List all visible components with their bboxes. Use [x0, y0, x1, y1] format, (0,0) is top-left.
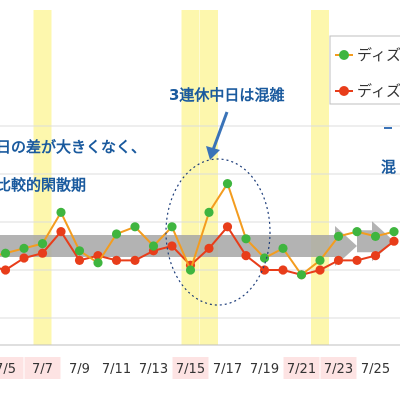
tick-bg-7/23	[320, 357, 357, 379]
highlight-band-7/7	[33, 10, 52, 345]
point-s1-7/17	[222, 179, 233, 189]
point-s2-7/25	[370, 251, 381, 261]
annotation-text-1: 3連休中日は混雑	[169, 86, 284, 104]
point-s1-7/18	[241, 234, 251, 244]
point-s1-7/9	[74, 246, 85, 256]
legend-label-2: ディズ	[357, 82, 400, 100]
tick-label-7/23: 7/23	[324, 362, 353, 377]
point-s2-7/14	[167, 241, 177, 251]
highlight-band-7/15	[181, 10, 200, 345]
point-s2-7/8	[56, 227, 66, 237]
point-s2-7/6	[19, 253, 29, 263]
point-s1-7/14	[167, 222, 177, 232]
point-s2-7/17	[222, 222, 233, 232]
point-s1-7/8	[56, 207, 66, 217]
annotation-pointer-arrow	[206, 111, 229, 160]
point-s1-7/20	[278, 243, 288, 253]
highlight-band-7/22	[311, 10, 329, 345]
trend-arrow-shape-2	[357, 221, 394, 262]
point-s2-7/20	[278, 265, 288, 275]
point-s1-7/15	[185, 265, 196, 275]
point-s1-7/11	[111, 229, 122, 239]
x-tick-labels: 7/5 7/7 7/9 7/11 7/13 7/15 7/17 7/19 7/21 7/23 7/2…	[0, 357, 390, 379]
point-s1-7/16	[204, 207, 214, 217]
legend-marker-1	[339, 50, 349, 60]
point-s2-7/24	[352, 255, 362, 265]
tick-label-7/17: 7/17	[213, 362, 242, 377]
point-s2-7/23	[333, 255, 344, 265]
annotation-text-2: 日の差が大きくなく、	[0, 138, 146, 156]
point-s2-7/26	[389, 236, 399, 246]
point-s2-7/7	[37, 248, 48, 258]
tick-label-7/15: 7/15	[176, 362, 205, 377]
point-s1-7/5	[0, 248, 11, 258]
annotation-text-3: 比較的閑散期	[0, 176, 86, 194]
tick-bg-7/15	[172, 357, 209, 379]
point-s2-7/18	[241, 251, 251, 261]
point-s1-7/7	[37, 239, 48, 249]
point-s1-7/21	[296, 270, 307, 280]
tick-label-7/25: 7/25	[361, 362, 390, 377]
legend-item-2: ディズ	[335, 82, 400, 100]
highlight-band-7/16	[200, 10, 218, 345]
point-s2-7/11	[111, 255, 122, 265]
point-s2-7/12	[130, 255, 140, 265]
legend-item-1: ディズ	[335, 46, 400, 64]
annotation-dotted-ellipse	[165, 158, 271, 306]
annotation-text-4: 混	[381, 158, 396, 176]
tick-label-7/13: 7/13	[139, 362, 168, 377]
trend-arrow-shape	[0, 226, 357, 266]
point-s2-7/5	[0, 265, 11, 275]
point-s1-7/19	[259, 253, 270, 263]
tick-label-7/11: 7/11	[102, 362, 131, 377]
point-s2-7/22	[315, 265, 325, 275]
tick-label-7/21: 7/21	[287, 362, 316, 377]
point-s2-7/19	[259, 265, 270, 275]
point-s1-7/6	[19, 243, 29, 253]
point-s1-7/13	[148, 241, 159, 251]
point-s1-7/26	[389, 227, 399, 237]
legend-marker-2	[339, 86, 349, 96]
tick-bg-7/7	[24, 357, 61, 379]
tick-label-7/5: 7/5	[0, 362, 16, 377]
point-s1-7/25	[370, 231, 381, 241]
point-s2-7/16	[204, 243, 214, 253]
tick-label-7/7: 7/7	[32, 362, 53, 377]
tick-bg-7/5	[0, 357, 24, 379]
point-s1-7/24	[352, 227, 362, 237]
point-s1-7/12	[130, 222, 140, 232]
tick-bg-7/21	[283, 357, 320, 379]
point-s2-7/9	[74, 255, 85, 265]
tick-label-7/19: 7/19	[250, 362, 279, 377]
legend-label-1: ディズ	[357, 46, 400, 64]
point-s1-7/10	[93, 258, 103, 268]
series-layer	[0, 179, 399, 280]
point-s1-7/23	[333, 231, 344, 241]
tick-label-7/9: 7/9	[69, 362, 90, 377]
point-s1-7/22	[315, 255, 325, 265]
legend: ディズ ディズ	[329, 35, 400, 105]
